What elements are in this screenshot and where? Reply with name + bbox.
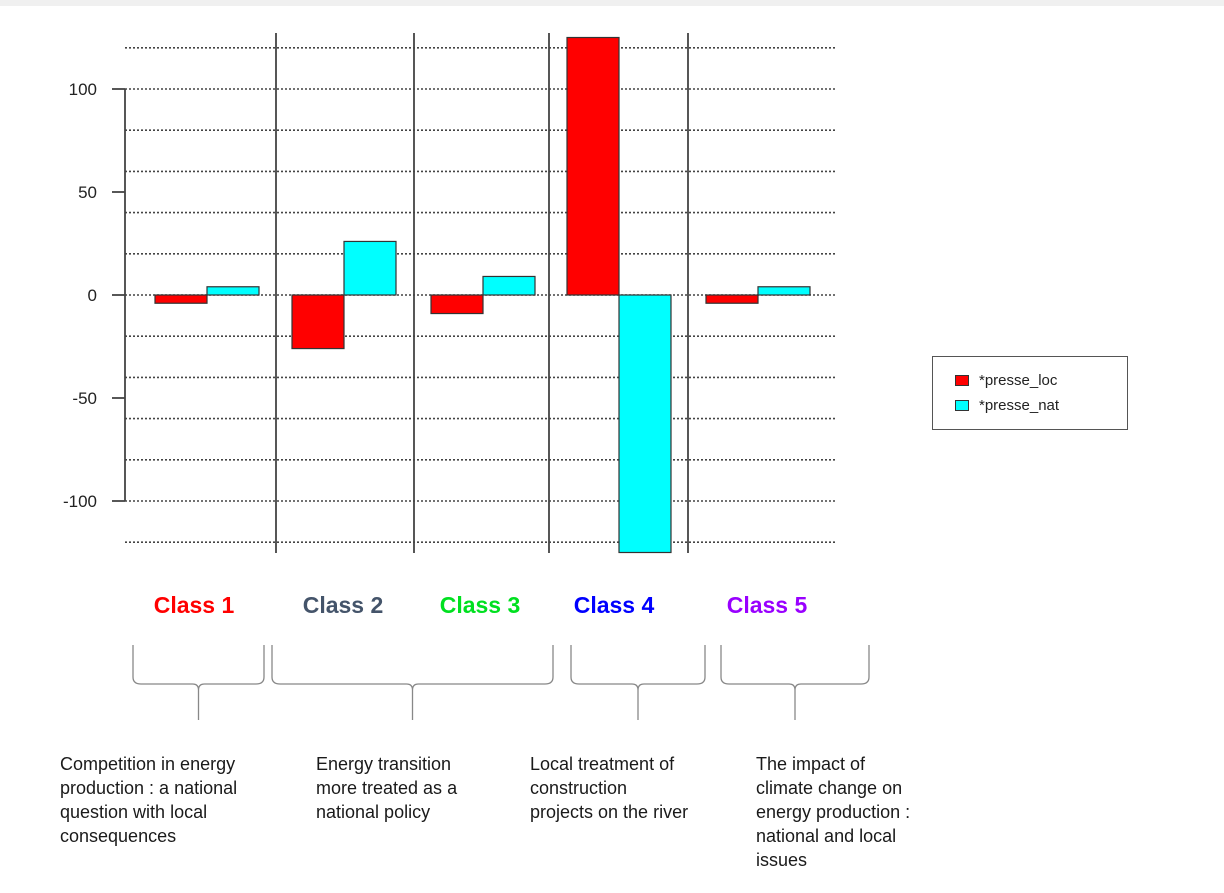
bar-presse-nat-class-2	[343, 240, 397, 296]
legend: *presse_loc *presse_nat	[932, 356, 1128, 430]
y-tick-label: -100	[63, 492, 97, 511]
bracket-class-4	[570, 645, 706, 691]
legend-label-presse-nat: *presse_nat	[979, 396, 1060, 414]
legend-item-presse-nat: *presse_nat	[955, 395, 1059, 415]
class-label-5: Class 5	[726, 592, 808, 618]
class-label-2: Class 2	[302, 592, 384, 618]
top-strip	[0, 0, 1224, 6]
class-label-4: Class 4	[573, 592, 655, 618]
description-classes-2-3: Energy transition more treated as a nati…	[316, 754, 458, 822]
bar-presse-loc-class-5	[705, 294, 759, 304]
description-class-4: Local treatment of construction projects…	[530, 754, 689, 822]
description-class-5: The impact of climate change on energy p…	[756, 754, 911, 870]
y-tick-label: 50	[78, 183, 97, 202]
bar-presse-loc-class-2	[291, 294, 345, 350]
bracket-classes-2-3	[271, 645, 554, 691]
description-class-1: Competition in energy production : a nat…	[60, 754, 238, 846]
class-label-1: Class 1	[153, 592, 235, 618]
bracket-class-1	[132, 645, 265, 691]
y-tick-label: -50	[72, 389, 97, 408]
bar-presse-loc-class-1	[154, 294, 208, 304]
bar-presse-loc-class-4	[566, 36, 620, 296]
bracket-class-5	[720, 645, 870, 691]
bar-presse-nat-class-4	[618, 294, 672, 554]
y-tick-label: 100	[69, 80, 97, 99]
bar-presse-nat-class-1	[206, 286, 260, 296]
legend-item-presse-loc: *presse_loc	[955, 370, 1057, 390]
bar-presse-nat-class-5	[757, 286, 811, 296]
y-tick-label: 0	[88, 286, 97, 305]
class-label-3: Class 3	[439, 592, 521, 618]
legend-label-presse-loc: *presse_loc	[979, 371, 1058, 389]
legend-swatch-presse-nat	[955, 399, 969, 411]
legend-swatch-presse-loc	[955, 374, 969, 386]
bar-presse-loc-class-3	[430, 294, 484, 315]
bar-presse-nat-class-3	[482, 275, 536, 296]
